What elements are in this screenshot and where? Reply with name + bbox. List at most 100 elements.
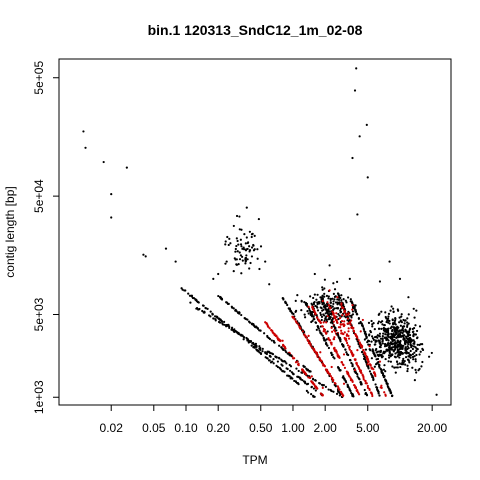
data-point xyxy=(364,358,367,361)
data-point xyxy=(394,327,397,330)
data-point xyxy=(303,313,306,316)
data-point xyxy=(273,333,276,336)
data-point xyxy=(378,332,382,335)
data-point xyxy=(309,376,312,380)
data-point xyxy=(308,342,311,345)
data-point xyxy=(334,315,337,318)
data-point xyxy=(388,347,391,351)
data-point xyxy=(355,362,358,365)
data-point xyxy=(322,313,325,316)
data-point xyxy=(384,357,387,361)
data-point xyxy=(379,350,382,354)
data-point xyxy=(370,392,373,395)
data-point xyxy=(299,377,302,380)
data-point xyxy=(355,371,358,374)
data-point xyxy=(386,317,390,320)
data-point xyxy=(373,354,377,357)
data-point xyxy=(322,327,326,331)
data-point xyxy=(251,342,254,345)
data-point xyxy=(387,360,390,363)
data-point xyxy=(388,356,391,359)
data-point xyxy=(240,313,243,317)
data-point xyxy=(368,370,372,373)
data-point xyxy=(248,249,252,252)
data-point xyxy=(373,372,376,375)
data-point xyxy=(272,358,275,361)
data-point xyxy=(234,309,237,312)
data-point xyxy=(392,332,395,335)
data-point xyxy=(400,313,403,316)
data-point xyxy=(325,338,328,341)
data-point xyxy=(256,248,259,251)
data-point xyxy=(354,308,357,311)
data-point xyxy=(345,351,348,354)
data-point xyxy=(236,332,239,335)
data-point xyxy=(317,325,320,329)
data-point xyxy=(212,317,215,320)
data-point xyxy=(327,304,330,307)
data-point xyxy=(363,330,366,333)
x-tick-label: 0.50 xyxy=(249,421,273,435)
data-point xyxy=(330,326,333,329)
data-point xyxy=(342,324,345,328)
data-point xyxy=(220,320,224,323)
data-point xyxy=(250,235,253,239)
data-point xyxy=(379,386,382,389)
data-point xyxy=(377,363,380,366)
data-point xyxy=(367,367,370,370)
data-point xyxy=(393,344,397,347)
data-point xyxy=(268,359,271,362)
data-point xyxy=(344,380,347,383)
data-point xyxy=(362,328,366,331)
data-point xyxy=(323,365,327,368)
data-point xyxy=(286,374,289,377)
x-axis-label: TPM xyxy=(242,453,267,467)
data-point xyxy=(361,318,364,322)
data-point xyxy=(264,260,267,263)
data-point xyxy=(241,255,244,258)
data-point xyxy=(281,360,285,363)
data-point xyxy=(321,309,324,312)
data-point xyxy=(332,313,335,316)
data-point xyxy=(401,359,405,362)
data-point xyxy=(346,344,350,347)
data-point xyxy=(250,246,254,249)
data-point xyxy=(346,319,349,322)
data-point xyxy=(265,322,268,325)
data-point xyxy=(389,360,393,363)
data-point xyxy=(369,372,373,375)
data-point xyxy=(401,331,404,335)
data-point xyxy=(243,336,246,339)
data-point xyxy=(383,345,387,348)
data-point xyxy=(252,346,255,349)
data-point xyxy=(419,350,422,353)
data-point xyxy=(365,382,368,385)
data-point xyxy=(223,320,226,323)
data-point xyxy=(343,320,346,323)
data-point xyxy=(328,306,331,309)
data-point xyxy=(321,394,324,397)
data-point xyxy=(397,332,401,336)
data-point xyxy=(266,350,269,353)
data-point xyxy=(308,370,311,373)
data-point xyxy=(261,347,264,350)
data-point xyxy=(411,355,415,359)
data-point xyxy=(298,326,302,329)
data-point xyxy=(408,361,411,364)
data-point xyxy=(366,176,369,179)
data-point xyxy=(402,344,405,347)
data-point xyxy=(382,372,385,376)
data-point xyxy=(416,343,419,346)
data-point xyxy=(336,301,339,304)
data-point xyxy=(377,320,381,323)
data-point xyxy=(247,339,250,343)
data-point xyxy=(368,363,372,366)
plot-area-frame xyxy=(58,58,452,406)
data-point xyxy=(375,358,378,361)
data-point xyxy=(269,361,273,364)
data-point xyxy=(407,334,410,337)
data-point xyxy=(226,235,229,239)
data-point xyxy=(369,349,372,352)
data-point xyxy=(409,344,412,347)
data-point xyxy=(380,384,383,387)
